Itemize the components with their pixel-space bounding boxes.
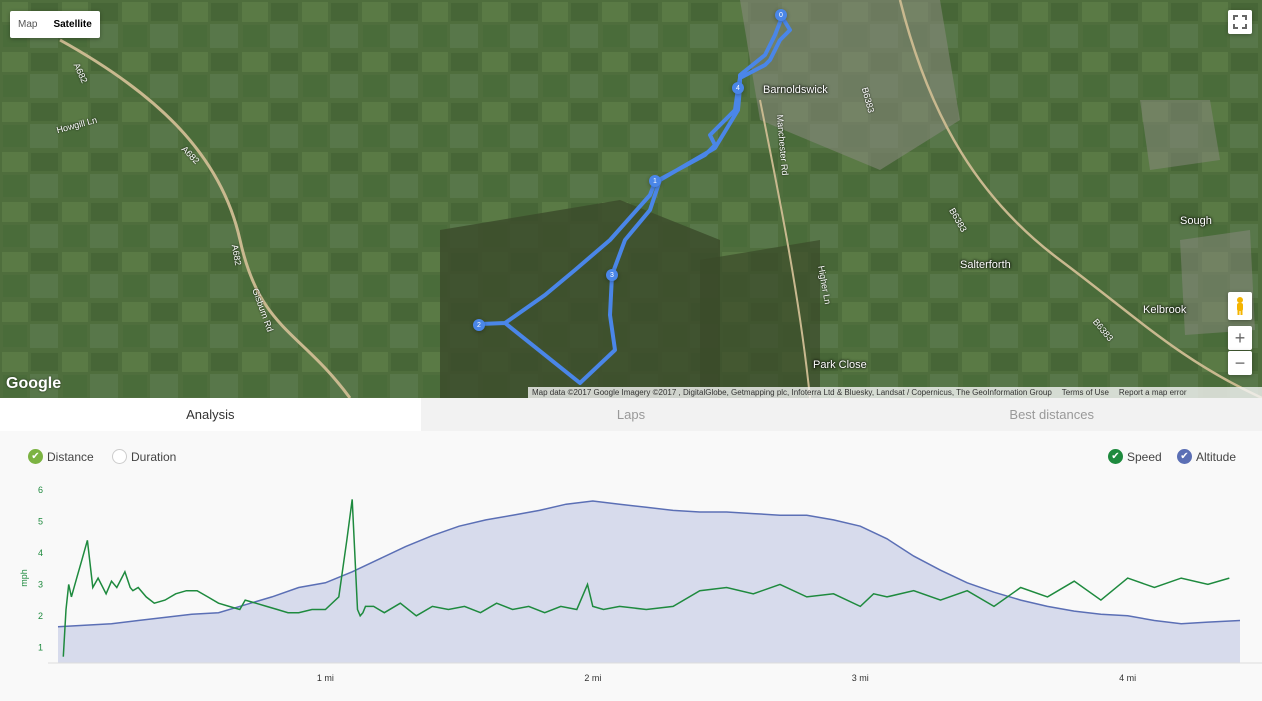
lap-marker-1[interactable]: 1 [649,175,661,187]
map-type-map-button[interactable]: Map [18,19,38,30]
y-tick-label: 6 [38,485,43,495]
duration-label: Duration [131,449,177,464]
x-tick-label: 4 mi [1119,673,1136,683]
y-tick-label: 4 [38,548,43,558]
distance-label: Distance [47,449,94,464]
map-type-satellite-button[interactable]: Satellite [53,19,92,30]
place-label: Salterforth [960,259,1011,271]
pegman-icon[interactable] [1228,292,1252,320]
x-tick-label: 3 mi [852,673,869,683]
terms-link[interactable]: Terms of Use [1061,388,1109,397]
map-type-control: Map Satellite [10,11,100,38]
y-axis-label: mph [19,569,29,587]
speed-line [62,499,1230,657]
speed-toggle[interactable]: ✔ Speed [1108,449,1162,464]
y-tick-label: 1 [38,642,43,652]
place-label: Park Close [813,359,867,371]
x-tick-label: 2 mi [584,673,601,683]
tab-laps[interactable]: Laps [420,398,842,431]
analysis-panel: ✔ Distance Duration ✔ Speed ✔ Altitude m… [0,431,1262,701]
place-label: Barnoldswick [763,84,828,96]
check-icon: ✔ [1177,449,1192,464]
zoom-in-button[interactable]: + [1228,326,1252,350]
check-icon: ✔ [28,449,43,464]
check-icon: ✔ [1108,449,1123,464]
speed-label: Speed [1127,449,1162,464]
zoom-out-button[interactable]: − [1228,351,1252,375]
route-track [478,15,792,385]
unchecked-circle-icon [112,449,127,464]
altitude-toggle[interactable]: ✔ Altitude [1177,449,1236,464]
map-view[interactable]: 0 4 1 3 2 Barnoldswick Salterforth Kelbr… [0,0,1262,398]
lap-marker-4[interactable]: 4 [732,82,744,94]
altitude-label: Altitude [1196,449,1237,464]
lap-marker-3[interactable]: 3 [606,269,618,281]
attribution-text: Map data ©2017 Google Imagery ©2017 , Di… [532,388,1052,397]
tab-best-distances[interactable]: Best distances [841,398,1262,431]
y-tick-label: 2 [38,611,43,621]
place-label: Kelbrook [1143,304,1187,316]
lap-marker-2[interactable]: 2 [473,319,485,331]
y-tick-label: 5 [38,516,43,526]
report-error-link[interactable]: Report a map error [1118,388,1187,397]
place-label: Sough [1180,215,1212,227]
lap-marker-0[interactable]: 0 [775,9,787,21]
google-logo: Google [6,375,62,392]
altitude-area [58,501,1240,663]
analysis-chart[interactable]: mph 1 2 3 4 5 6 1 mi 2 mi 3 mi 4 mi [0,475,1262,701]
tab-bar: Analysis Laps Best distances [0,398,1262,431]
x-tick-label: 1 mi [317,673,334,683]
map-attribution: Map data ©2017 Google Imagery ©2017 , Di… [528,387,1262,398]
fullscreen-icon[interactable] [1228,10,1252,34]
distance-toggle[interactable]: ✔ Distance [28,449,94,464]
y-tick-label: 3 [38,579,43,589]
duration-toggle[interactable]: Duration [112,449,176,464]
tab-analysis[interactable]: Analysis [0,398,421,431]
